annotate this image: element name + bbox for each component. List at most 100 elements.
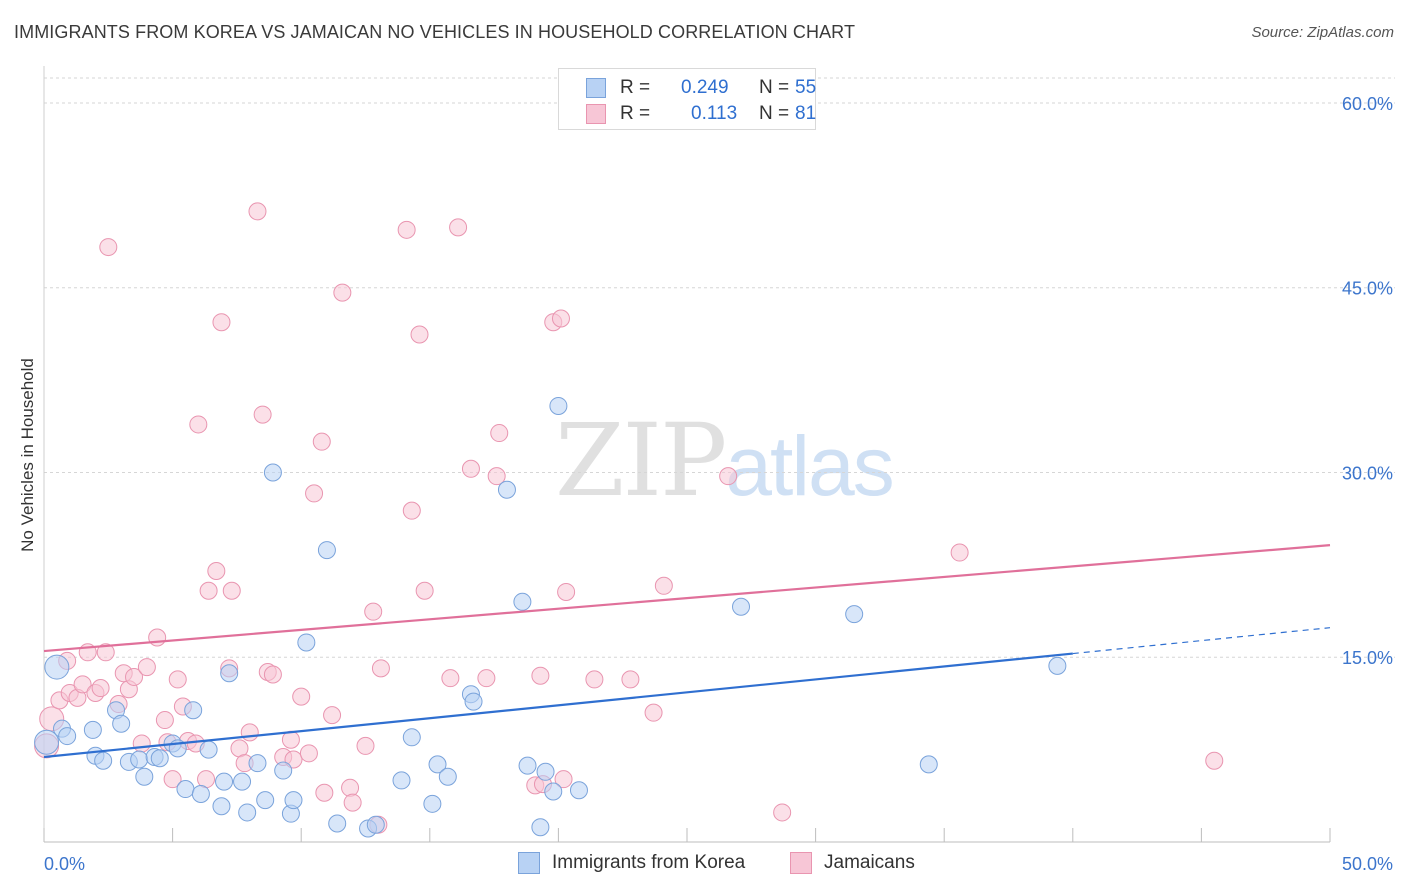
jamaican-point — [1205, 751, 1224, 770]
korea-point — [317, 541, 336, 560]
jamaican-point — [773, 803, 792, 822]
korea-trendline-extension — [1072, 627, 1331, 655]
jamaican-point — [189, 415, 208, 434]
korea-point — [94, 751, 113, 770]
korea-point — [544, 782, 563, 801]
jamaican-point — [551, 309, 570, 328]
jamaican-point — [461, 459, 480, 478]
points-layer — [34, 202, 1224, 838]
chart-title: IMMIGRANTS FROM KOREA VS JAMAICAN NO VEH… — [14, 22, 856, 42]
jamaican-point — [554, 770, 573, 789]
korea-point — [238, 803, 257, 822]
jamaican-point — [402, 501, 421, 520]
jamaican-point — [292, 687, 311, 706]
jamaican-point — [248, 202, 267, 221]
korea-point — [215, 772, 234, 791]
korea-point — [184, 701, 203, 720]
stats-box: R = 0.249 N = 55 R = 0.113 N = 81 — [558, 68, 816, 130]
n-value: 81 — [795, 103, 817, 124]
jamaican-point — [99, 238, 118, 257]
axis-layer — [43, 66, 1331, 843]
korea-point — [284, 791, 303, 810]
source-credit: Source: ZipAtlas.com — [1251, 24, 1394, 41]
r-value: 0.113 — [691, 103, 738, 124]
jamaican-point — [356, 736, 375, 755]
jamaican-point — [410, 325, 429, 344]
korea-point — [256, 791, 275, 810]
y-tick-label: 15.0% — [1342, 648, 1393, 668]
korea-point — [513, 592, 532, 611]
grid-layer — [44, 77, 1395, 658]
jamaicans-trendline — [43, 544, 1331, 653]
legend-item-korea[interactable]: Immigrants from Korea — [518, 852, 745, 874]
korea-point — [199, 740, 218, 759]
korea-point — [497, 480, 516, 499]
korea-point — [248, 754, 267, 773]
korea-point — [919, 755, 938, 774]
jamaican-point — [449, 218, 468, 237]
jamaican-point — [199, 581, 218, 600]
jamaican-point — [333, 283, 352, 302]
korea-point — [44, 654, 70, 680]
jamaican-point — [557, 582, 576, 601]
jamaican-point — [315, 783, 334, 802]
y-tick-label: 60.0% — [1342, 94, 1393, 114]
korea-point — [112, 714, 131, 733]
korea-point — [536, 762, 555, 781]
jamaican-point — [125, 667, 144, 686]
korea-point — [1048, 656, 1067, 675]
jamaican-point — [284, 750, 303, 769]
r-value: 0.249 — [681, 77, 729, 98]
korea-point — [392, 771, 411, 790]
jamaican-point — [341, 778, 360, 797]
korea-point — [263, 463, 282, 482]
jamaican-point — [240, 723, 259, 742]
jamaican-point — [222, 581, 241, 600]
jamaican-point — [137, 658, 156, 677]
korea-point — [58, 727, 77, 746]
jamaican-point — [477, 669, 496, 688]
legend-label: Immigrants from Korea — [552, 852, 746, 873]
jamaican-point — [343, 793, 362, 812]
korea-point — [328, 814, 347, 833]
jamaican-point — [163, 770, 182, 789]
n-value: 55 — [795, 77, 817, 98]
jamaican-point — [73, 675, 92, 694]
korea-point — [549, 396, 568, 415]
korea-point — [423, 794, 442, 813]
legend-item-jamaicans[interactable]: Jamaicans — [790, 852, 915, 874]
korea-trendline — [43, 652, 1073, 759]
jamaican-point — [305, 484, 324, 503]
jamaican-point — [654, 576, 673, 595]
r-label: R = — [620, 77, 651, 98]
r-label: R = — [620, 103, 651, 124]
jamaican-point — [490, 424, 509, 443]
korea-point — [569, 781, 588, 800]
korea-point — [191, 784, 210, 803]
jamaican-point — [207, 562, 226, 581]
jamaican-point — [644, 703, 663, 722]
n-label: N = — [759, 103, 790, 124]
jamaican-point — [371, 659, 390, 678]
jamaican-point — [487, 467, 506, 486]
korea-point — [366, 815, 385, 834]
korea-point — [732, 597, 751, 616]
jamaican-point — [299, 744, 318, 763]
korea-point — [297, 633, 316, 652]
korea-point — [233, 772, 252, 791]
korea-point — [212, 797, 231, 816]
korea-point — [150, 749, 169, 768]
x-tick-label: 0.0% — [44, 854, 85, 874]
jamaican-point — [168, 670, 187, 689]
jamaican-point — [621, 670, 640, 689]
jamaican-point — [91, 679, 110, 698]
korea-point — [135, 767, 154, 786]
x-tick-label: 50.0% — [1342, 854, 1393, 874]
jamaican-point — [323, 706, 342, 725]
korea-point — [531, 818, 550, 837]
jamaican-point — [148, 628, 167, 647]
korea-point — [220, 664, 239, 683]
korea-point — [274, 761, 293, 780]
korea-swatch — [586, 78, 606, 98]
